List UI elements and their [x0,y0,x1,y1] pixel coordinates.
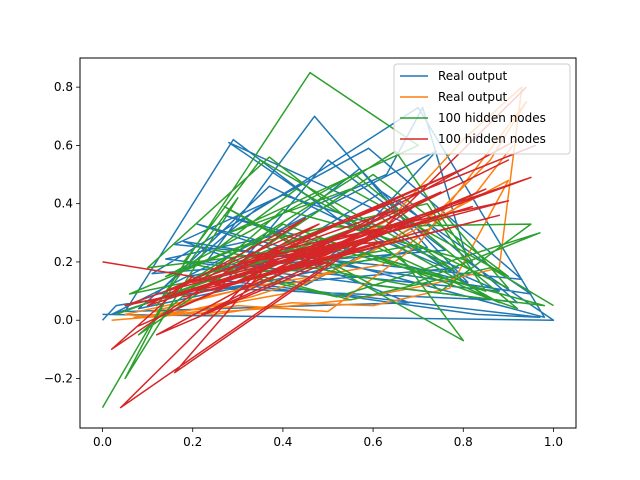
x-tick-label: 0.8 [454,435,473,449]
y-tick-label: 0.6 [54,138,73,152]
ticks-layer: 0.0 0.2 0.4 0.6 0.8 1.0 −0.2 0.0 0.2 0.4 0.6 0.8 [44,80,563,449]
legend-label: Real output [438,90,508,104]
y-tick-label: 0.0 [54,313,73,327]
x-tick-label: 1.0 [544,435,563,449]
x-tick-label: 0.2 [183,435,202,449]
y-tick-label: 0.4 [54,197,73,211]
axes-frame [79,57,577,429]
legend-label: Real output [438,69,508,83]
x-tick-label: 0.0 [93,435,112,449]
y-tick-label: 0.8 [54,80,73,94]
x-tick-label: 0.4 [273,435,292,449]
series-line-3 [102,86,537,409]
y-tick-label: −0.2 [44,371,73,385]
legend: Real output Real output 100 hidden nodes 10… [393,63,571,155]
series-line-2 [101,71,554,408]
legend-label: 100 hidden nodes [438,132,546,146]
legend-label: 100 hidden nodes [438,111,546,125]
legend-box [393,63,571,155]
y-tick-label: 0.2 [54,255,73,269]
x-tick-label: 0.6 [364,435,383,449]
